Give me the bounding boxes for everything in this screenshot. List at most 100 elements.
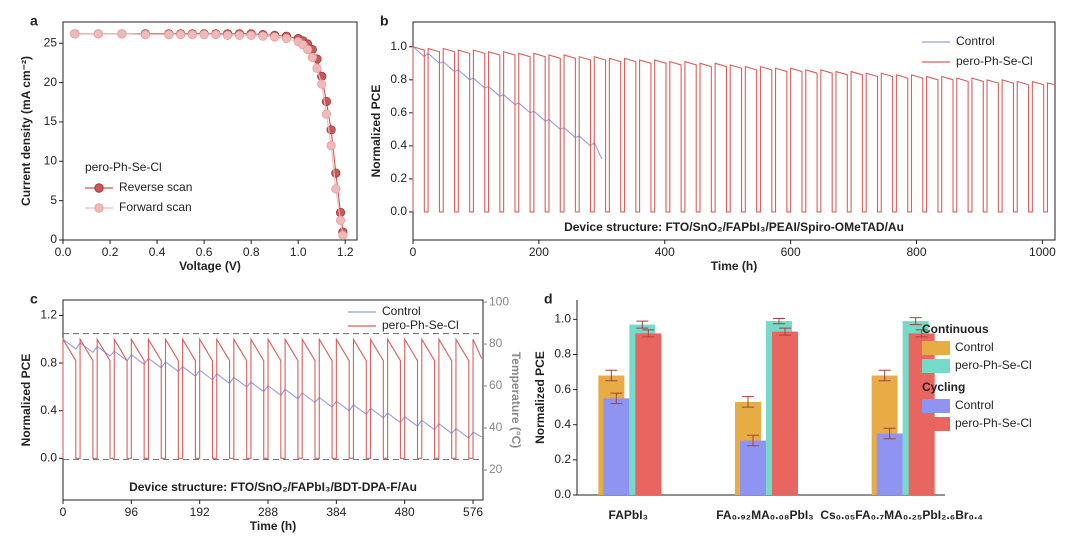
legend-label: Reverse scan [119, 180, 192, 194]
x-tick-label: 1.2 [337, 245, 354, 259]
panel-label: b [380, 13, 389, 29]
error-bar [742, 396, 754, 408]
y-tick-label: 1.2 [40, 308, 57, 322]
data-point [258, 31, 268, 41]
plot-frame [62, 21, 358, 241]
y-tick-label: 20 [44, 75, 58, 89]
x-tick-label: Cs₀.₀₅FA₀.₇MA₀.₂₅PbI₂.₆Br₀.₄ [820, 508, 983, 522]
error-bar [773, 317, 785, 325]
data-point [223, 30, 233, 40]
legend-label: pero-Ph-Se-Cl [956, 54, 1033, 68]
y-tick-label: 0.6 [554, 382, 571, 396]
x-tick-label: FAPbI₃ [609, 508, 649, 522]
error-bar [883, 427, 896, 440]
series-line [62, 337, 483, 459]
y-tick-label: 25 [44, 35, 58, 49]
y-tick-label: 5 [50, 193, 57, 207]
y-tick-label: 0.8 [390, 72, 407, 86]
data-point [317, 79, 327, 89]
data-point [187, 29, 197, 40]
y-axis-label: Normalized PCE [533, 351, 547, 444]
y2-tick-label: 60 [489, 378, 503, 392]
y-axis-label: Normalized PCE [19, 354, 33, 447]
x-tick-label: 0.0 [55, 245, 72, 259]
data-point [335, 207, 346, 218]
x-tick-label: 384 [326, 505, 346, 519]
data-point [234, 30, 244, 40]
data-point [117, 29, 127, 39]
y2-tick-label: 20 [489, 462, 503, 476]
error-bar [909, 317, 922, 326]
series-line [74, 33, 344, 233]
y-tick-label: 0.0 [40, 451, 57, 465]
y2-tick-label: 100 [489, 294, 509, 308]
bar [740, 440, 766, 495]
error-bar [642, 329, 655, 338]
y-tick-label: 0.2 [554, 452, 571, 466]
y-tick-label: 0.4 [554, 417, 571, 431]
x-tick-label: 576 [463, 505, 483, 519]
x-tick-label: 0 [410, 245, 417, 259]
series-line [412, 46, 1056, 213]
y-tick-label: 15 [44, 114, 58, 128]
series-line [62, 338, 482, 439]
x-tick-label: 1000 [1029, 245, 1056, 259]
error-bar [747, 434, 759, 447]
data-point [211, 29, 221, 40]
annotation: Device structure: FTO/SnO₂/FAPbI₃/PEAI/S… [564, 220, 904, 234]
error-bar [915, 329, 928, 338]
x-tick-label: 96 [125, 505, 139, 519]
x-tick-label: 400 [655, 245, 675, 259]
data-point [93, 29, 103, 39]
panel-label: d [544, 291, 553, 307]
legend-swatch [922, 359, 950, 373]
legend-marker [94, 183, 104, 193]
data-point [140, 29, 150, 40]
x-tick-label: 0.6 [196, 245, 213, 259]
data-point [246, 30, 256, 40]
x-tick-label: 0 [60, 505, 67, 519]
x-tick-label: 0.8 [243, 245, 260, 259]
legend-label: pero-Ph-Se-Cl [955, 358, 1032, 372]
y2-tick-label: 40 [489, 420, 503, 434]
y-tick-label: 0.0 [390, 204, 407, 218]
error-bar [779, 327, 791, 336]
y-tick-label: 0.4 [390, 138, 407, 152]
legend-swatch [922, 341, 950, 355]
data-point [331, 168, 341, 178]
data-point [164, 29, 174, 40]
y2-tick-label: 80 [489, 336, 503, 350]
x-tick-label: 200 [529, 245, 549, 259]
panel-label: a [30, 13, 38, 29]
x-tick-label: 0.2 [102, 245, 119, 259]
x-axis-label: Time (h) [250, 519, 296, 533]
x-tick-label: 600 [781, 245, 801, 259]
x-axis-label: Time (h) [711, 259, 757, 273]
y-tick-label: 0.6 [390, 105, 407, 119]
y-axis-label: Current density (mA cm⁻²) [19, 56, 33, 206]
legend-label: Control [955, 398, 994, 412]
x-tick-label: FA₀.₉₂MA₀.₀₈PbI₃ [716, 508, 813, 522]
bar [772, 331, 798, 495]
y-tick-label: 1.0 [390, 39, 407, 53]
y2-axis-label: Temperature (°C) [509, 352, 523, 449]
y-axis-label: Normalized PCE [369, 85, 383, 178]
data-point [312, 63, 322, 74]
data-point [326, 140, 336, 151]
legend-marker [94, 203, 104, 213]
data-point [70, 29, 80, 39]
y-tick-label: 0.0 [554, 487, 571, 501]
legend-swatch [922, 399, 950, 413]
error-bar [605, 369, 618, 382]
y-tick-label: 0.4 [40, 403, 57, 417]
x-tick-label: 0.4 [149, 245, 166, 259]
data-point [321, 109, 332, 119]
legend-label: Control [956, 34, 995, 48]
x-tick-label: 800 [907, 245, 927, 259]
bar [908, 333, 935, 495]
legend-label: Control [955, 340, 994, 354]
data-point [281, 33, 292, 44]
y-tick-label: 0.8 [40, 355, 57, 369]
legend-group: Continuous [922, 322, 989, 336]
error-bar [636, 320, 649, 329]
